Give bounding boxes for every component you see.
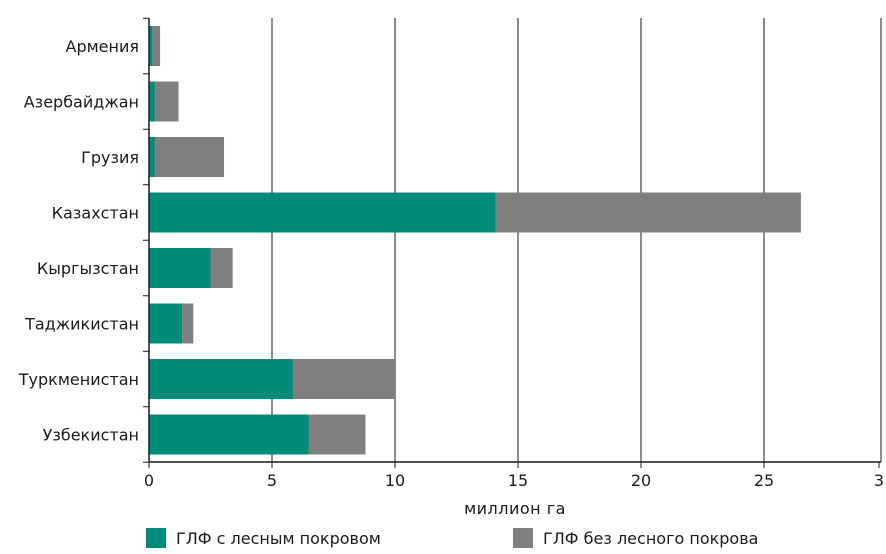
bar-forest-7 (149, 414, 309, 455)
x-tick-label-4: 20 (631, 471, 651, 490)
bar-nonforest-7 (308, 414, 366, 455)
axes: 0 5 10 15 20 25 3 (143, 17, 884, 490)
legend-item-nonforest: ГЛФ без лесного покрова (513, 528, 758, 548)
x-tick-label-2: 10 (385, 471, 405, 490)
legend-swatch-nonforest (513, 528, 533, 548)
category-label-2: Грузия (81, 148, 139, 167)
x-tick-label-1: 5 (267, 471, 277, 490)
x-axis-label: миллион га (464, 499, 566, 518)
bar-nonforest-1 (155, 81, 179, 122)
category-label-4: Кыргызстан (37, 259, 139, 278)
bar-forest-0 (149, 26, 153, 66)
x-tick-label-0: 0 (144, 471, 154, 490)
legend-label-nonforest: ГЛФ без лесного покрова (543, 528, 759, 548)
legend-swatch-forest (146, 528, 166, 548)
bar-forest-3 (149, 192, 496, 233)
legend-label-forest: ГЛФ с лесным покровом (176, 528, 381, 548)
x-tick-label-6: 3 (874, 471, 884, 490)
bar-nonforest-2 (155, 137, 225, 177)
x-tick-label-3: 15 (508, 471, 528, 490)
category-label-1: Азербайджан (24, 93, 139, 112)
category-label-5: Таджикистан (24, 315, 139, 334)
legend: ГЛФ с лесным покровом ГЛФ без лесного по… (0, 528, 886, 550)
bars (149, 26, 801, 455)
bar-nonforest-4 (210, 248, 233, 288)
x-tick-label-5: 25 (754, 471, 774, 490)
bar-forest-5 (149, 303, 183, 344)
bar-forest-4 (149, 248, 211, 288)
category-label-0: Армения (66, 37, 140, 56)
bar-nonforest-3 (495, 192, 801, 233)
bar-forest-6 (149, 359, 293, 399)
bar-nonforest-5 (182, 303, 194, 344)
bar-forest-2 (149, 137, 156, 177)
category-label-6: Туркменистан (18, 370, 139, 389)
bar-nonforest-0 (152, 26, 161, 66)
bar-forest-1 (149, 81, 156, 122)
legend-item-forest: ГЛФ с лесным покровом (146, 528, 381, 548)
category-label-3: Казахстан (52, 204, 139, 223)
category-label-7: Узбекистан (43, 426, 139, 445)
bar-nonforest-6 (292, 359, 395, 399)
